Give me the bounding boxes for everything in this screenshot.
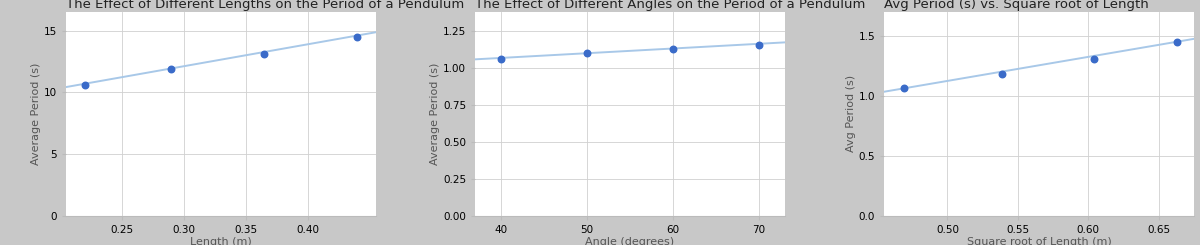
Text: The Effect of Different Lengths on the Period of a Pendulum: The Effect of Different Lengths on the P… [66,0,464,11]
Point [992,72,1012,76]
Point [348,35,367,39]
Point [664,47,683,51]
Legend: , 17.8*x + 6.78 R² = 0.997: , 17.8*x + 6.78 R² = 0.997 [134,0,307,4]
Text: The Effect of Different Angles on the Period of a Pendulum: The Effect of Different Angles on the Pe… [475,0,865,11]
Point [254,52,274,56]
Text: Avg Period (s) vs. Square root of Length: Avg Period (s) vs. Square root of Length [884,0,1148,11]
X-axis label: Angle (degrees): Angle (degrees) [586,237,674,245]
Y-axis label: Average Period (s): Average Period (s) [31,63,41,165]
Point [577,51,596,55]
Y-axis label: Avg Period (s): Avg Period (s) [846,75,856,152]
X-axis label: Length (m): Length (m) [190,237,252,245]
Point [894,86,913,90]
Y-axis label: Average Period (s): Average Period (s) [430,63,440,165]
Legend: , 3.2E-03*x + 0.942 R² = 0.968: , 3.2E-03*x + 0.942 R² = 0.968 [533,0,727,4]
Point [162,67,181,71]
Point [1168,40,1187,44]
X-axis label: Square root of Length (m): Square root of Length (m) [967,237,1111,245]
Legend: , 2.01*x + 0.121 R² = 0.999: , 2.01*x + 0.121 R² = 0.999 [950,0,1128,4]
Point [1085,57,1104,61]
Point [491,57,510,61]
Point [74,83,94,87]
Point [750,43,769,47]
